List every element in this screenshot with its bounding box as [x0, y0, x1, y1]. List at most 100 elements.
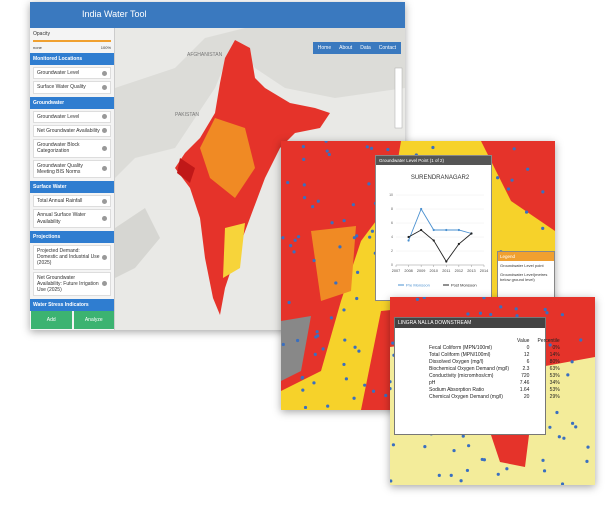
station-dot	[466, 312, 470, 316]
layer-item[interactable]: Surface Water Quality	[33, 81, 111, 94]
station-dot	[338, 245, 342, 249]
slider-min: none	[33, 45, 42, 50]
station-dot	[482, 458, 486, 462]
info-icon	[102, 70, 107, 76]
nav-link[interactable]: Data	[360, 45, 371, 51]
station-dot	[391, 341, 395, 345]
layer-label: Net Groundwater Availability	[37, 127, 100, 134]
layer-item[interactable]: Groundwater Level	[33, 110, 111, 123]
station-dot	[545, 311, 549, 315]
station-dot	[586, 445, 590, 449]
station-dot	[431, 145, 435, 150]
station-dot	[281, 236, 285, 240]
region	[490, 427, 530, 467]
info-icon	[102, 84, 107, 90]
x-tick-label: 2010	[429, 269, 437, 273]
station-dot	[363, 383, 367, 387]
cell: 14%	[549, 352, 560, 358]
station-dot	[289, 244, 293, 248]
slider[interactable]	[33, 40, 111, 42]
cell: 63%	[549, 366, 560, 372]
station-dot	[334, 281, 338, 285]
station-dot	[352, 396, 356, 400]
popup: LINGRA NALLA DOWNSTREAM Value Percentile F…	[394, 317, 560, 435]
layer-item[interactable]: Groundwater Level	[33, 67, 111, 80]
cell: Sodium Absorption Ratio	[429, 387, 485, 393]
layer-label: Groundwater Level	[37, 70, 80, 76]
station-dot	[524, 210, 529, 214]
layer-label: Groundwater Level	[37, 113, 80, 120]
cell: 80%	[549, 359, 560, 365]
layer-item[interactable]: Total Annual Rainfall	[33, 195, 111, 208]
layer-item[interactable]: Net Groundwater Availability	[33, 124, 111, 137]
station-dot	[311, 205, 315, 209]
y-tick-label: 2	[391, 249, 393, 253]
cell: 20	[523, 394, 530, 400]
station-dot	[342, 219, 346, 223]
legend-label: Post Monsoon	[451, 282, 477, 287]
button[interactable]: Add	[31, 311, 72, 329]
station-dot	[505, 467, 509, 471]
layer-item[interactable]: Projected Demand: Domestic and Industria…	[33, 244, 111, 270]
legend-label: Pre Monsoon	[406, 282, 430, 287]
station-dot	[355, 296, 359, 301]
column-header: Value	[517, 338, 530, 344]
table-row: Conductivity (micromhos/cm) 720 53%	[425, 373, 564, 380]
nav-link[interactable]: Home	[317, 45, 332, 51]
station-dot	[496, 472, 500, 476]
cell: pH	[429, 380, 436, 386]
nav-link[interactable]: Contact	[378, 45, 396, 51]
station-dot	[369, 146, 374, 150]
station-dot	[316, 199, 320, 203]
point	[470, 232, 473, 235]
station-dot	[302, 157, 306, 161]
station-dot	[437, 473, 441, 477]
station-dot	[342, 362, 346, 367]
layer-item[interactable]: Groundwater Quality Meeting BIS Norms	[33, 159, 111, 178]
station-dot	[316, 334, 320, 338]
cell: Total Coliform (MPN/100ml)	[429, 352, 491, 358]
y-tick-label: 4	[391, 235, 393, 239]
header: India Water Tool	[30, 2, 405, 28]
layer-item[interactable]: Net Groundwater Availability: Future Irr…	[33, 271, 111, 297]
station-dot	[356, 270, 360, 274]
region	[177, 158, 195, 183]
station-dot	[541, 458, 545, 462]
layer-item[interactable]: Annual Surface Water Availability	[33, 209, 111, 228]
station-dot	[302, 196, 307, 200]
zoom-control[interactable]	[394, 67, 403, 129]
station-dot	[562, 436, 566, 440]
layer-label: Annual Surface Water Availability	[37, 212, 86, 225]
station-dot	[478, 311, 483, 315]
info-icon	[102, 281, 107, 287]
station-dot	[423, 445, 427, 449]
point	[457, 228, 460, 232]
series-line	[408, 207, 472, 241]
button[interactable]: Analyze	[73, 311, 114, 329]
cell: 1.64	[519, 387, 530, 393]
region	[281, 316, 311, 381]
region	[311, 226, 356, 301]
station-dot	[585, 459, 589, 463]
popup-title: LINGRA NALLA DOWNSTREAM	[395, 318, 545, 328]
station-dot	[526, 167, 530, 171]
table: Value Percentile Fecal Coliform (MPN/100ml…	[425, 338, 564, 401]
y-tick-label: 6	[391, 221, 393, 225]
station-dot	[296, 338, 300, 343]
layer-label: Total Annual Rainfall	[37, 198, 83, 204]
station-dot	[315, 330, 319, 334]
station-dot	[357, 349, 361, 353]
surface-window: LINGRA NALLA DOWNSTREAM Value Percentile F…	[390, 297, 595, 485]
layer-item[interactable]: Groundwater Block Categorization	[33, 139, 111, 158]
main-window: India Water Tool Home About Data Contact AF…	[30, 2, 405, 330]
station-dot	[293, 238, 297, 242]
point	[432, 239, 435, 242]
station-dot	[557, 435, 561, 439]
station-dot	[422, 297, 426, 300]
x-tick-label: 2009	[417, 269, 425, 273]
nav-link[interactable]: About	[339, 45, 353, 51]
cell: Dissolved Oxygen (mg/l)	[429, 359, 484, 365]
cell: 7.46	[519, 380, 530, 386]
region	[481, 141, 555, 231]
